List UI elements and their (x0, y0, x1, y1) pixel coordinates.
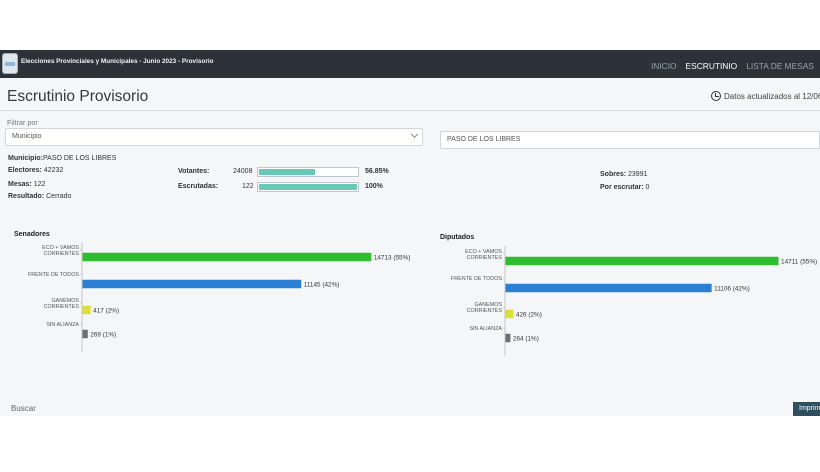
votantes-value: 24008 (233, 168, 253, 175)
escrutadas-value: 122 (242, 183, 254, 190)
diputados-value-label: 426 (2%) (516, 311, 542, 318)
diputados-value-label: 11106 (42%) (714, 285, 750, 292)
diputados-category-label: FRENTE DE TODOS (451, 276, 502, 282)
filter-label: Filtrar por (7, 118, 38, 127)
escrutadas-progress (257, 182, 359, 192)
votantes-progress-fill (259, 169, 315, 175)
resultado-info: Resultado: Cerrado (8, 193, 72, 200)
senadores-bar-1 (82, 279, 302, 289)
diputados-bar-3 (505, 333, 511, 343)
senadores-category-label: SIN ALIANZA (46, 322, 79, 328)
nav-inicio[interactable]: INICIO (650, 61, 677, 71)
diputados-bar-1 (505, 283, 712, 293)
senadores-category-label: ECO + VAMOS (42, 245, 79, 251)
updated-text: Datos actualizados al 12/06/2 (724, 91, 820, 101)
senadores-bar-3 (82, 329, 88, 339)
divider (0, 110, 820, 111)
filter-type-select[interactable]: Municipio (5, 128, 423, 146)
clock-icon (711, 91, 721, 101)
electores-info: Electores: 42232 (8, 167, 64, 174)
nav-lista-de-mesas[interactable]: LISTA DE MESAS (746, 61, 814, 71)
town-select-value: PASO DE LOS LIBRES (447, 136, 521, 143)
senadores-bar-0 (82, 252, 372, 262)
diputados-value-label: 264 (1%) (513, 335, 539, 342)
diputados-category-label: CORRIENTES (467, 308, 503, 314)
filter-type-value: Municipio (12, 133, 42, 140)
votantes-percent: 56.85% (365, 168, 389, 175)
escrutadas-percent: 100% (365, 183, 383, 190)
sobres-info: Sobres: 23991 (600, 171, 648, 178)
app-title: Elecciones Provinciales y Municipales - … (21, 58, 214, 65)
search-input[interactable]: Buscar (11, 404, 36, 413)
por-escrutar-info: Por escrutar: 0 (600, 184, 650, 191)
senadores-bar-2 (82, 305, 91, 315)
diputados-bar-0 (505, 256, 779, 266)
app-screen: Elecciones Provinciales y Municipales - … (0, 50, 820, 416)
votantes-progress (257, 167, 359, 177)
chevron-down-icon (410, 130, 419, 139)
updated-info: Datos actualizados al 12/06/2 (711, 91, 820, 101)
nav-escrutinio[interactable]: ESCRUTINIO (685, 61, 738, 71)
diputados-title: Diputados (440, 234, 475, 241)
senadores-title: Senadores (14, 231, 50, 238)
senadores-value-label: 11145 (42%) (304, 281, 340, 288)
diputados-category-label: GANEMOS (474, 302, 502, 308)
senadores-category-label: CORRIENTES (44, 304, 80, 310)
diputados-value-label: 14711 (55%) (781, 258, 817, 265)
senadores-category-label: GANEMOS (51, 298, 79, 304)
escrutadas-progress-fill (259, 184, 357, 190)
senadores-value-label: 417 (2%) (93, 307, 119, 314)
senadores-category-label: CORRIENTES (44, 251, 80, 257)
diputados-category-label: SIN ALIANZA (469, 326, 502, 332)
page-title: Escrutinio Provisorio (7, 88, 149, 105)
senadores-value-label: 14713 (55%) (374, 254, 411, 261)
top-navbar: Elecciones Provinciales y Municipales - … (0, 50, 820, 78)
diputados-bar-2 (505, 309, 514, 319)
print-button[interactable]: Imprim (793, 402, 820, 416)
town-select[interactable]: PASO DE LOS LIBRES (440, 131, 820, 149)
province-shield-icon (2, 53, 18, 74)
diputados-category-label: CORRIENTES (467, 255, 503, 261)
votantes-label: Votantes: (178, 168, 210, 175)
mesas-info: Mesas: 122 (8, 181, 46, 188)
diputados-category-label: ECO + VAMOS (465, 249, 502, 255)
senadores-category-label: FRENTE DE TODOS (28, 272, 79, 278)
main-nav: INICIO ESCRUTINIO LISTA DE MESAS (651, 61, 814, 71)
escrutadas-label: Escrutadas: (178, 183, 219, 190)
senadores-value-label: 269 (1%) (90, 331, 116, 338)
municipio-info: Municipio:PASO DE LOS LIBRES (8, 155, 117, 162)
